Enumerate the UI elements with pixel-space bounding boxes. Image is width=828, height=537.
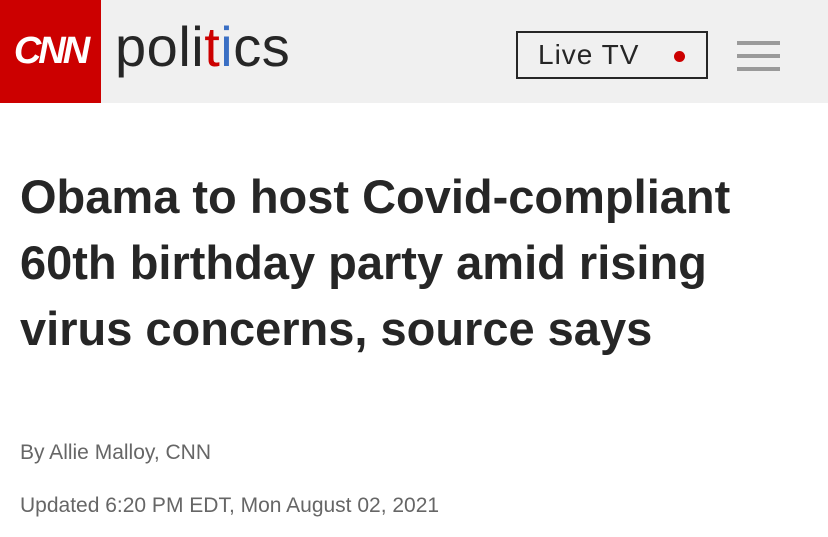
headline: Obama to host Covid-compliant 60th birth… [20, 170, 731, 355]
letter: i [191, 15, 205, 78]
menu-bar [737, 41, 780, 45]
letter: l [178, 15, 192, 78]
header: CNN politics Live TV [0, 0, 828, 103]
live-tv-button[interactable]: Live TV [516, 31, 708, 79]
letter: o [146, 15, 179, 78]
section-title[interactable]: politics [115, 14, 290, 79]
letter: s [261, 15, 291, 78]
logo[interactable]: CNN [0, 0, 101, 103]
menu-bar [737, 54, 780, 58]
timestamp: Updated 6:20 PM EDT, Mon August 02, 2021 [20, 494, 440, 517]
live-indicator [674, 51, 685, 62]
letter: p [115, 15, 147, 78]
byline: By Allie Malloy, CNN [20, 441, 211, 464]
menu-bar [737, 67, 780, 71]
button-label: Live TV [538, 39, 640, 70]
letter: t [204, 15, 221, 78]
letter: c [233, 15, 262, 78]
letter: i [220, 15, 234, 78]
